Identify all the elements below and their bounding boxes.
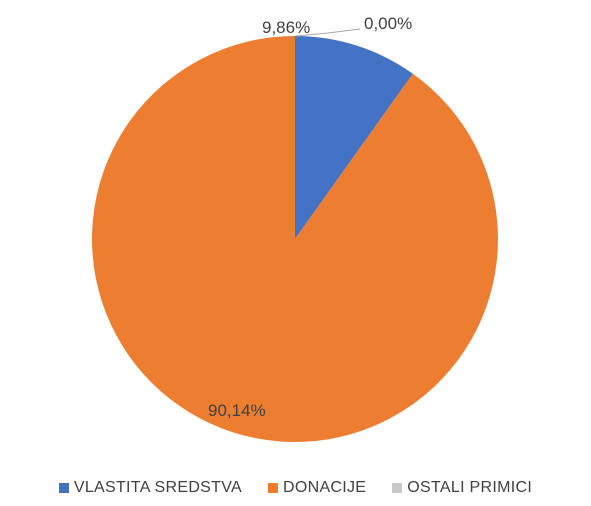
legend-item-vlastita-sredstva: VLASTITA SREDSTVA [58,479,242,497]
pie-slice-donacije [91,36,498,442]
chart-legend: VLASTITA SREDSTVA DONACIJE OSTALI PRIMIC… [0,476,591,500]
legend-label-donacije: DONACIJE [282,479,367,496]
data-label-vlastita-sredstva: 9,86% [262,18,310,37]
legend-swatch-ostali-primici [392,483,403,493]
data-label-donacije: 90,14% [208,401,266,420]
legend-item-ostali-primici: OSTALI PRIMICI [392,479,532,497]
legend-item-donacije: DONACIJE [267,479,367,497]
pie-slice-vlastita-sredstva [295,36,413,239]
legend-label-vlastita-sredstva: VLASTITA SREDSTVA [73,479,242,496]
data-label-ostali-primici: 0,00% [364,14,412,33]
legend-swatch-donacije [267,483,278,493]
legend-swatch-vlastita-sredstva [58,483,69,493]
leader-line-ostali-primici [295,28,361,37]
legend-label-ostali-primici: OSTALI PRIMICI [407,479,533,496]
